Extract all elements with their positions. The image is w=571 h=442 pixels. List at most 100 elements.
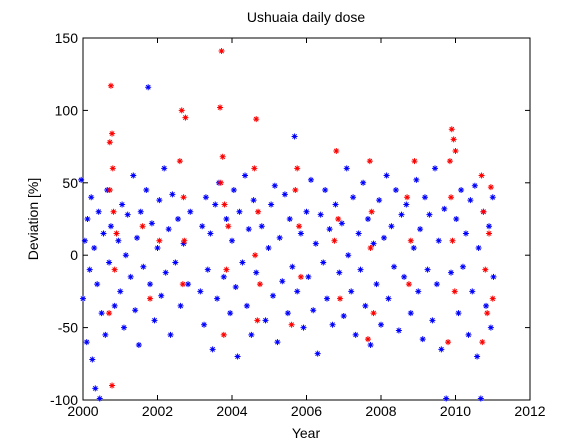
data-point [486,230,493,237]
data-point [367,244,374,251]
data-point [178,107,185,114]
data-point [410,244,417,251]
data-point [415,288,422,295]
chart-title: Ushuaia daily dose [247,9,366,25]
data-point [467,197,474,204]
data-point [411,158,418,165]
data-point [438,346,445,353]
data-point [220,331,227,338]
data-point [176,158,183,165]
data-point [337,295,344,302]
data-point [262,317,269,324]
data-point [401,273,408,280]
y-axis-label: Deviation [%] [25,178,41,260]
x-tick-label: 2012 [514,403,545,419]
data-point [405,281,412,288]
data-point [350,194,357,201]
data-point [331,237,338,244]
data-point [197,288,204,295]
data-point [300,324,307,331]
data-point [484,310,491,317]
data-point [335,216,342,222]
y-tick-label: -100 [50,392,78,408]
data-point [236,208,243,215]
data-point [312,240,319,247]
data-point [180,240,187,247]
data-point [102,331,109,338]
data-point [395,327,402,334]
data-point [227,310,234,317]
data-point [147,281,154,288]
data-point [143,187,150,194]
data-point [98,310,105,317]
data-point [352,331,359,338]
data-point [172,259,179,266]
data-point [220,273,227,280]
data-point [217,104,224,111]
data-point [95,208,102,215]
data-point [182,114,189,121]
data-point [243,302,250,309]
data-point [383,172,390,179]
data-point [303,208,310,215]
data-point [417,226,424,233]
data-point [279,278,286,285]
data-point [307,176,314,183]
data-point [232,284,239,291]
x-tick-label: 2010 [440,403,471,419]
data-point [489,295,496,302]
data-point [448,194,455,201]
data-point [465,331,472,338]
data-point [148,220,155,227]
data-point [345,252,352,259]
data-point [185,281,192,288]
data-point [91,244,98,251]
data-point [88,194,95,201]
data-point [292,187,299,194]
data-point [92,385,99,392]
data-point [269,292,276,299]
data-point [450,136,457,143]
data-point [89,356,96,363]
data-point [487,324,494,331]
data-point [445,339,452,346]
data-point [357,266,364,273]
data-point [180,194,187,201]
data-point [162,269,169,276]
data-point [403,201,410,208]
data-point [291,133,298,140]
data-point [340,313,347,320]
data-point [370,240,377,247]
data-point [106,310,113,317]
data-point [151,317,158,324]
data-point [435,237,442,244]
data-point [94,281,101,288]
data-point [201,321,208,328]
data-point [360,179,367,186]
data-point [169,191,176,198]
data-point [100,230,107,237]
data-point [202,194,209,201]
data-point [111,302,118,309]
data-point [441,205,448,212]
data-point [212,201,219,208]
data-point [462,230,469,237]
data-point [373,281,380,288]
data-point [122,252,129,259]
data-point [490,273,497,280]
data-point [362,302,369,309]
data-point [223,216,230,222]
data-point [219,153,226,160]
data-point [471,182,478,189]
data-point [469,288,476,295]
data-point [479,339,486,346]
data-point [332,201,339,208]
data-point [451,288,458,295]
data-point [407,310,414,317]
data-point [258,223,265,230]
data-point [229,237,235,244]
data-point [296,223,303,230]
data-point [378,321,384,328]
data-point [83,339,90,346]
